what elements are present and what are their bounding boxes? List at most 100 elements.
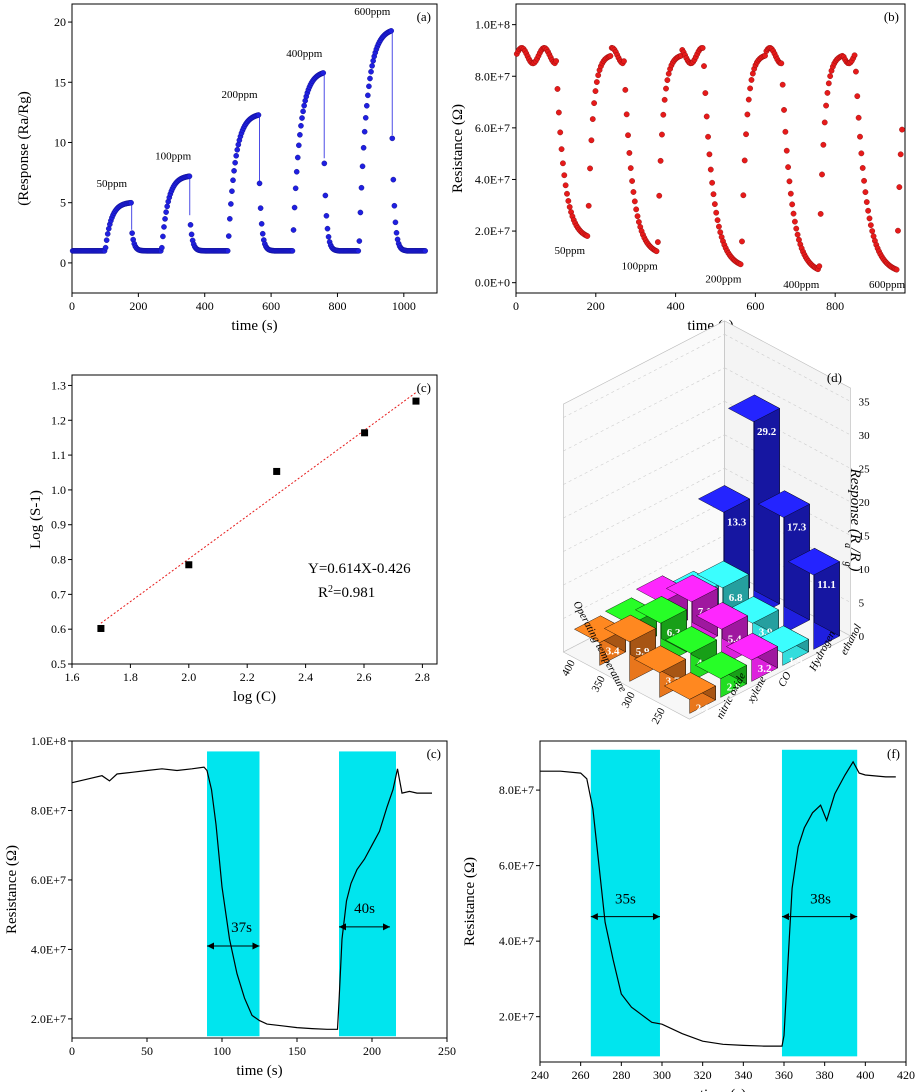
response-point	[129, 230, 135, 236]
x-tick-label-c: 2.2	[240, 670, 255, 684]
concentration-label: 600ppm	[869, 279, 906, 291]
resistance-point	[899, 126, 905, 133]
duration-label: 40s	[354, 901, 375, 917]
z-tick-label: 20	[859, 497, 871, 509]
response-point	[230, 177, 236, 184]
response-point	[159, 244, 165, 251]
bar-value-label: 3.4	[606, 646, 620, 658]
resistance-point	[706, 151, 713, 158]
z-grid-line	[563, 434, 725, 519]
resistance-point	[748, 77, 755, 83]
response-point	[389, 135, 396, 142]
x-tick-label-f: 240	[531, 1068, 549, 1082]
resistance-point	[701, 63, 707, 69]
z-grid-line	[563, 334, 725, 418]
z-grid-line	[563, 401, 725, 485]
z-tick-label: 30	[859, 430, 871, 442]
response-point	[296, 142, 302, 149]
y-tick-label-f: 4.0E+7	[499, 934, 534, 948]
resistance-point	[626, 150, 633, 156]
response-point	[290, 227, 297, 233]
resistance-point	[820, 141, 827, 148]
z-grid-line	[563, 468, 725, 552]
resistance-point	[653, 248, 660, 255]
temperature-tick-label: 300	[620, 690, 639, 711]
resistance-point	[857, 133, 863, 140]
z-axis-label: Response (Ra/Rg)	[843, 468, 864, 572]
r-squared-label: R2=0.981	[318, 584, 375, 602]
time-band	[781, 749, 858, 1057]
resistance-point	[747, 85, 754, 92]
concentration-label: 400ppm	[783, 279, 820, 291]
response-point	[188, 231, 195, 238]
response-point	[231, 168, 237, 174]
bar-value-label: 13.3	[727, 516, 747, 528]
resistance-point	[584, 233, 591, 239]
resistance-point	[869, 228, 876, 234]
resistance-point	[705, 133, 711, 140]
response-point	[299, 115, 305, 121]
y-tick-label-c: 1.2	[51, 413, 66, 427]
arrow-head-right	[383, 923, 390, 931]
resistance-point	[707, 166, 714, 173]
resistance-point	[714, 217, 721, 224]
y-tick-label-e: 6.0E+7	[31, 873, 66, 887]
resistance-point	[866, 215, 873, 222]
resistance-point	[660, 111, 667, 118]
resistance-point	[595, 72, 602, 79]
arrow-head-left	[590, 913, 598, 921]
response-point	[227, 215, 233, 222]
resistance-point	[859, 165, 866, 171]
y-tick-label-a: 10	[54, 135, 66, 149]
response-point	[362, 115, 369, 121]
response-point	[321, 160, 328, 167]
y-tick-label-b: 1.0E+8	[475, 18, 510, 32]
x-tick-label-c: 2.0	[181, 670, 196, 684]
response-point	[368, 68, 374, 75]
x-tick-label-e: 0	[69, 1044, 75, 1058]
x-tick-label-e: 100	[213, 1044, 231, 1058]
response-point	[298, 122, 304, 129]
response-point	[356, 238, 363, 244]
duration-label: 37s	[231, 920, 252, 936]
temperature-tick-label: 250	[650, 706, 669, 727]
response-point	[289, 248, 296, 254]
resistance-point	[819, 171, 825, 178]
x-tick-label-b: 400	[667, 299, 685, 313]
y-tick-label-c: 1.1	[51, 448, 66, 462]
resistance-point	[592, 88, 599, 94]
resistance-point	[823, 102, 829, 109]
bar-top-face	[757, 490, 811, 518]
response-point	[363, 102, 370, 109]
y-tick-label-c: 0.8	[51, 553, 66, 567]
resistance-point	[585, 202, 592, 209]
resistance-point	[779, 81, 786, 88]
bar-top-face	[633, 645, 687, 673]
resistance-point	[711, 201, 718, 208]
y-tick-label-a: 5	[60, 196, 66, 210]
resistance-trace	[71, 766, 432, 1030]
response-point	[161, 224, 167, 230]
y-tick-label-c: 0.7	[51, 587, 66, 601]
resistance-point	[782, 128, 789, 135]
resistance-point	[743, 131, 749, 138]
resistance-point	[663, 85, 669, 92]
resistance-point	[816, 263, 823, 270]
resistance-point	[783, 147, 790, 154]
resistance-point	[858, 150, 865, 157]
resistance-point	[657, 157, 664, 164]
resistance-point	[561, 172, 568, 179]
resistance-point	[778, 60, 785, 67]
data-point	[185, 561, 193, 569]
bar-top-face	[665, 574, 719, 603]
concentration-label: 400ppm	[286, 48, 323, 60]
response-point	[361, 128, 368, 135]
x-tick-label-a: 800	[328, 299, 346, 313]
y-tick-label-b: 4.0E+7	[475, 172, 510, 186]
arrow-head-left	[339, 923, 346, 931]
bar-top-face	[697, 485, 751, 513]
bar-value-label: 3.2	[758, 663, 772, 675]
y-tick-label-c: 1.0	[51, 483, 66, 497]
resistance-point	[851, 52, 858, 59]
